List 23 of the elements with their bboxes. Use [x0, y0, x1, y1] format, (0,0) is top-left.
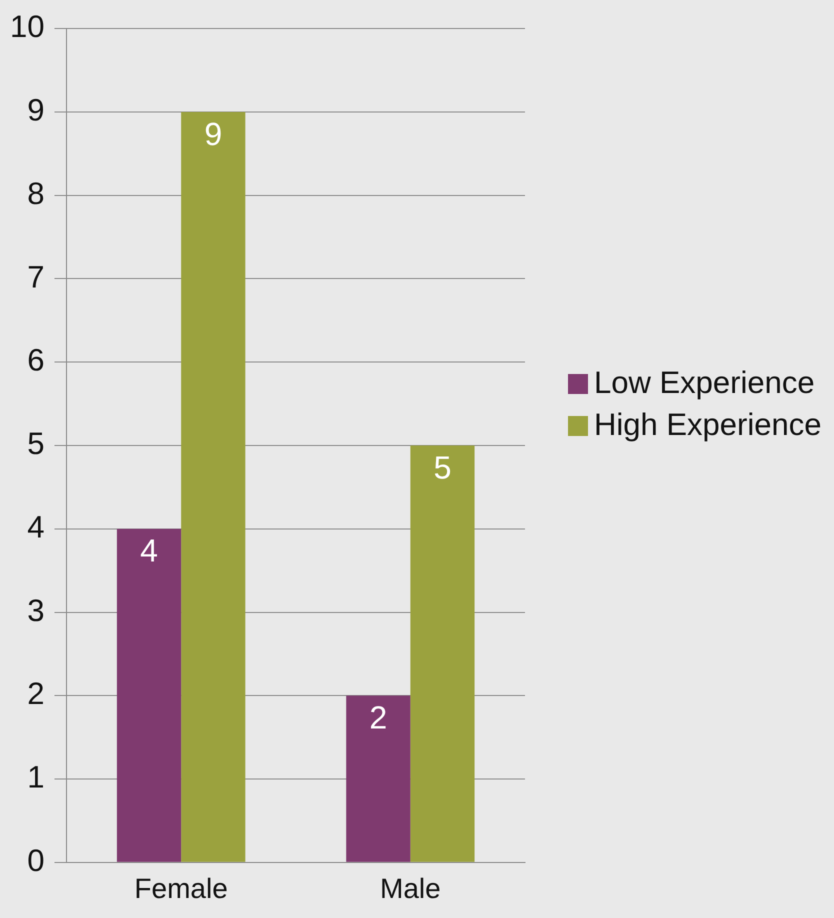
y-tick-label: 7	[27, 259, 44, 294]
y-tick-label: 2	[27, 676, 44, 712]
x-tick-label: Female	[134, 872, 228, 904]
bar	[346, 696, 410, 862]
x-tick-label: Male	[380, 872, 441, 904]
y-tick-label: 0	[27, 842, 44, 878]
bar	[116, 528, 182, 862]
data-label: 4	[140, 532, 158, 569]
bar	[410, 446, 475, 862]
y-tick-label: 3	[27, 592, 44, 628]
y-tick-label: 10	[10, 9, 44, 44]
legend-label: High Experience	[594, 407, 822, 443]
legend-label: Low Experience	[594, 365, 815, 401]
y-tick-label: 4	[27, 509, 44, 544]
y-tick-label: 1	[27, 760, 44, 795]
y-tick-label: 6	[27, 342, 44, 378]
data-label: 9	[204, 116, 222, 152]
y-tick-label: 9	[27, 92, 44, 128]
y-tick-label: 5	[27, 426, 44, 462]
bar	[181, 112, 246, 862]
data-label: 2	[369, 699, 388, 736]
y-tick-label: 8	[27, 176, 44, 211]
data-label: 5	[434, 449, 452, 486]
